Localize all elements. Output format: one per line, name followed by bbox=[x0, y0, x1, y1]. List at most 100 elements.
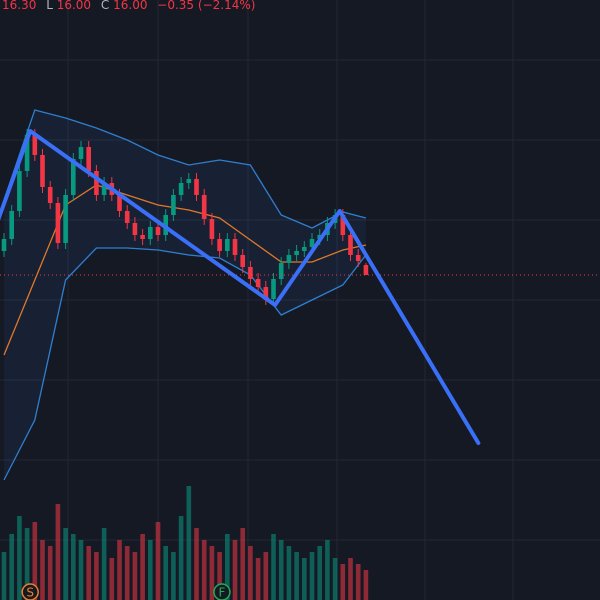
candle-body bbox=[132, 223, 138, 235]
volume-bar bbox=[294, 552, 299, 600]
volume-bar bbox=[86, 546, 92, 600]
volume-bar bbox=[263, 552, 269, 600]
volume-bar bbox=[317, 546, 323, 600]
candle-body bbox=[201, 195, 207, 219]
candle-body bbox=[101, 183, 107, 195]
volume-bar bbox=[332, 558, 338, 600]
candle-body bbox=[70, 159, 76, 195]
candle-body bbox=[340, 215, 346, 235]
volume-bar bbox=[9, 534, 15, 600]
candle-body bbox=[9, 211, 15, 239]
candle-body bbox=[240, 255, 246, 267]
candle-body bbox=[271, 279, 276, 299]
volume-bar bbox=[140, 534, 145, 600]
volume-bar bbox=[286, 546, 292, 600]
volume-bar bbox=[155, 522, 161, 600]
candle-body bbox=[248, 267, 253, 279]
candle-body bbox=[294, 251, 299, 255]
volume-bar bbox=[348, 558, 353, 600]
volume-bar bbox=[255, 558, 261, 600]
band-lower bbox=[3, 247, 367, 481]
volume-bar bbox=[278, 540, 284, 600]
volume-bar bbox=[32, 522, 38, 600]
candle-body bbox=[278, 263, 284, 279]
volume-bar bbox=[217, 552, 222, 600]
volume-bar bbox=[163, 546, 169, 600]
band-upper bbox=[3, 109, 367, 229]
candle-body bbox=[178, 183, 184, 195]
event-marker bbox=[21, 583, 39, 600]
band-fill bbox=[4, 110, 366, 480]
event-marker bbox=[213, 583, 231, 600]
candle-body bbox=[363, 265, 369, 275]
candle-body bbox=[286, 255, 292, 263]
volume-bar bbox=[178, 516, 184, 600]
volume-bar bbox=[209, 546, 215, 600]
volume-bar bbox=[248, 546, 253, 600]
volume-bar bbox=[171, 552, 176, 600]
candle-body bbox=[217, 239, 222, 251]
volume-bar bbox=[325, 540, 330, 600]
candle-body bbox=[263, 287, 269, 299]
volume-bar bbox=[232, 540, 238, 600]
volume-bar bbox=[63, 528, 68, 600]
zigzag-line bbox=[0, 129, 481, 445]
candle-body bbox=[63, 195, 68, 243]
volume-bar bbox=[70, 534, 76, 600]
candle-body bbox=[348, 235, 353, 255]
volume-bar bbox=[225, 534, 230, 600]
volume-bar bbox=[340, 564, 346, 600]
candle-body bbox=[155, 227, 161, 235]
candle-body bbox=[17, 171, 22, 211]
volume-bar bbox=[309, 552, 315, 600]
ohlc-legend: 16.30 L 16.00 C 16.00 −0.35 (−2.14%) bbox=[2, 0, 255, 12]
candle-body bbox=[32, 135, 38, 155]
volume-bar bbox=[186, 486, 192, 600]
volume-bar bbox=[24, 528, 30, 600]
candle-body bbox=[117, 195, 122, 211]
legend-low: 16.00 bbox=[57, 0, 91, 12]
candle-body bbox=[24, 135, 30, 171]
candle-body bbox=[355, 255, 361, 261]
candle-body bbox=[140, 235, 145, 239]
candle-body bbox=[209, 219, 215, 239]
volume-bar bbox=[240, 528, 246, 600]
volume-bar bbox=[124, 546, 130, 600]
volume-bar bbox=[363, 570, 369, 600]
volume-bar bbox=[271, 534, 276, 600]
candle-body bbox=[194, 179, 199, 195]
volume-bar bbox=[201, 540, 207, 600]
candle-body bbox=[232, 239, 238, 255]
volume-bar bbox=[194, 528, 199, 600]
candle-body bbox=[47, 187, 53, 203]
legend-close: 16.00 bbox=[113, 0, 147, 12]
candle-body bbox=[1, 239, 7, 251]
volume-bar bbox=[94, 552, 99, 600]
volume-bar bbox=[17, 516, 22, 600]
volume-bar bbox=[355, 564, 361, 600]
volume-bar bbox=[109, 558, 115, 600]
volume-bar bbox=[101, 528, 107, 600]
volume-bar bbox=[302, 558, 307, 600]
candle-body bbox=[171, 195, 176, 215]
event-label: S bbox=[26, 586, 34, 600]
volume-bar bbox=[147, 540, 153, 600]
event-label: F bbox=[218, 586, 225, 600]
candle-body bbox=[40, 155, 45, 187]
candle-body bbox=[309, 239, 315, 247]
candle-body bbox=[147, 227, 153, 239]
volume-bar bbox=[40, 540, 45, 600]
volume-bar bbox=[117, 540, 122, 600]
candle-body bbox=[78, 147, 84, 159]
candle-body bbox=[225, 239, 230, 251]
legend-close-label: C bbox=[101, 0, 109, 12]
candle-body bbox=[255, 279, 261, 287]
candle-body bbox=[55, 203, 61, 243]
legend-low-label: L bbox=[46, 0, 53, 12]
volume-bar bbox=[78, 540, 84, 600]
volume-bar bbox=[55, 504, 61, 600]
volume-bar bbox=[1, 552, 7, 600]
